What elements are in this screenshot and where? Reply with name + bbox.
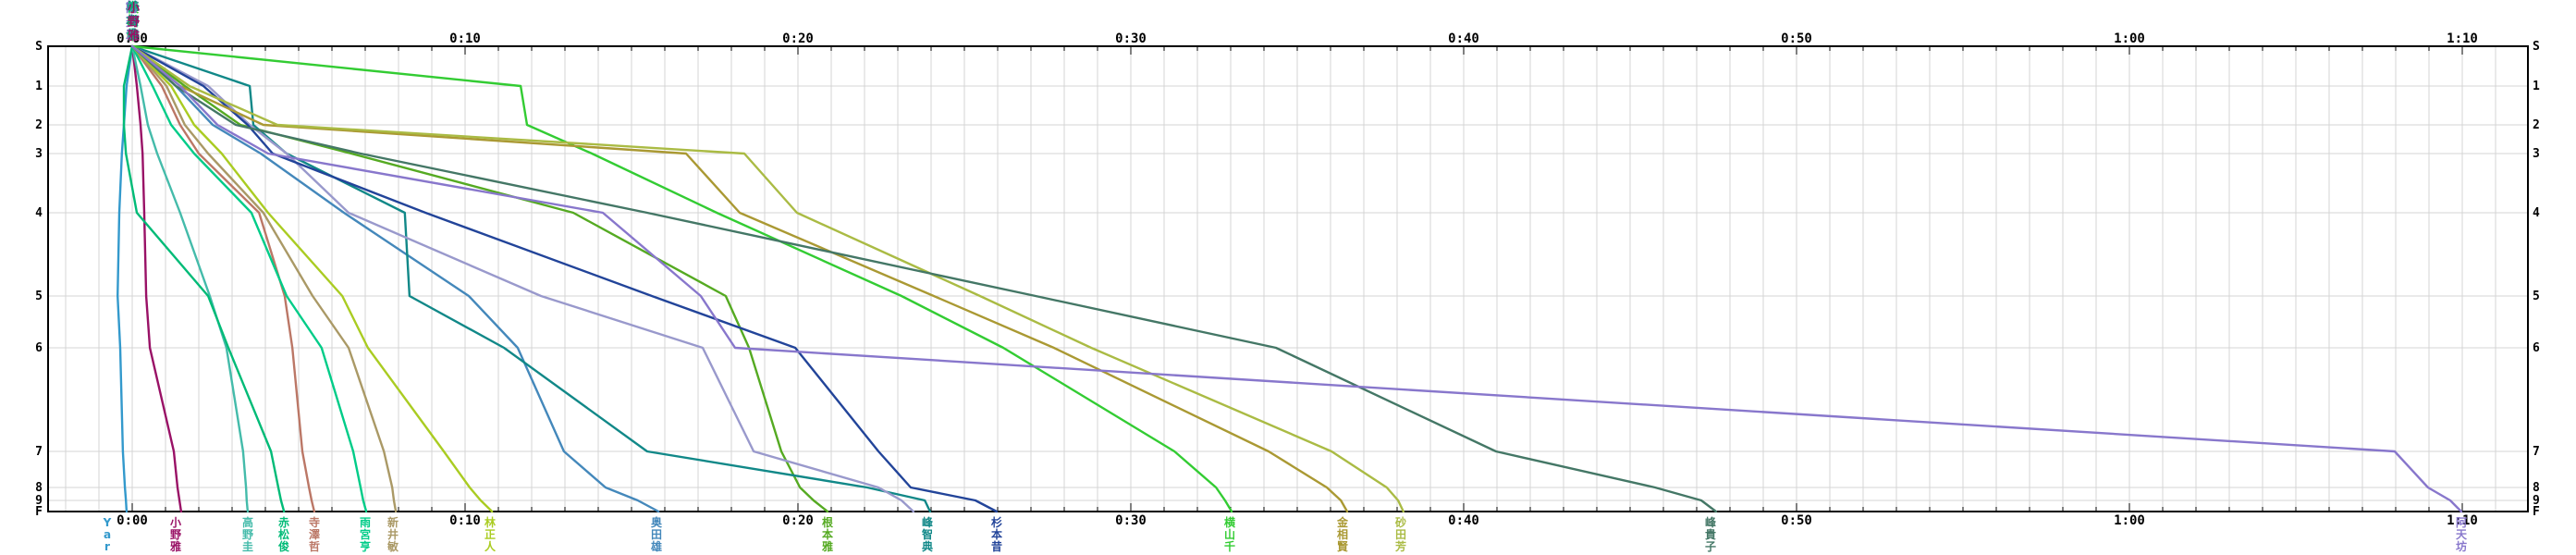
- start-overlap-name: 杉本昔: [125, 1, 138, 43]
- x-axis-label-bottom: 0:30: [1115, 513, 1147, 528]
- series-line-杉本昔: [130, 44, 999, 513]
- series-line-砂田芳: [130, 44, 1405, 513]
- control-label-right: 2: [2533, 118, 2540, 132]
- x-axis-label-top: 0:20: [782, 31, 814, 46]
- x-axis-label-bottom: 0:50: [1781, 513, 1812, 528]
- control-label-left: 8: [35, 481, 43, 495]
- start-overlap-name: 赤松俊: [126, 1, 139, 43]
- start-overlap-name: 横山千: [126, 2, 139, 43]
- control-label-left: 9: [35, 494, 43, 508]
- control-label-right: 5: [2533, 290, 2540, 303]
- control-label-left: 3: [35, 147, 43, 161]
- start-overlap-name: 阿天坊: [125, 2, 138, 43]
- series-line-金相賢: [130, 44, 1349, 513]
- control-label-right: 1: [2533, 80, 2540, 93]
- control-label-right: 7: [2533, 445, 2540, 459]
- runner-label-林正人: 林正人: [484, 516, 496, 553]
- control-label-left: 1: [35, 80, 43, 93]
- runner-label-寺澤哲: 寺澤哲: [308, 516, 320, 553]
- control-label-right: 3: [2533, 147, 2540, 161]
- series-line-峰智典: [130, 44, 932, 513]
- series-line-小野雅: [130, 44, 183, 513]
- control-label-right: S: [2533, 40, 2540, 54]
- control-label-left: 6: [35, 341, 43, 355]
- control-label-left: 4: [35, 206, 43, 220]
- x-axis-label-bottom: 1:00: [2114, 513, 2145, 528]
- runner-label-高野圭: 高野圭: [241, 516, 253, 553]
- series-line-高野圭: [130, 44, 250, 513]
- x-axis-label-bottom: 0:10: [449, 513, 481, 528]
- x-axis-label-top: 0:30: [1115, 31, 1147, 46]
- control-label-left: 5: [35, 290, 43, 303]
- series-line-寺澤哲: [130, 44, 316, 513]
- control-label-left: F: [35, 505, 43, 519]
- x-axis-label-bottom: 0:40: [1448, 513, 1479, 528]
- runner-label-杉本昔: 杉本昔: [990, 516, 1002, 553]
- runner-label-赤松俊: 赤松俊: [277, 516, 289, 553]
- plot-border: [47, 45, 2529, 512]
- control-label-right: F: [2533, 505, 2540, 519]
- runner-label-新井敏: 新井敏: [386, 516, 399, 553]
- x-axis-label-bottom: 0:20: [782, 513, 814, 528]
- series-line-奥田雄: [130, 44, 660, 513]
- runner-label-金相賢: 金相賢: [1336, 516, 1348, 553]
- control-label-left: 2: [35, 118, 43, 132]
- series-line-雨宮亨: [130, 44, 368, 513]
- control-label-right: 6: [2533, 341, 2540, 355]
- runner-label-小野雅: 小野雅: [169, 516, 181, 553]
- start-overlap-name: 小野雅: [127, 2, 140, 43]
- series-line-新井敏: [130, 44, 398, 513]
- x-axis-label-bottom: 1:10: [2447, 513, 2478, 528]
- control-label-left: S: [35, 40, 43, 54]
- series-line-阿天坊: [130, 44, 2463, 513]
- x-axis-label-top: 0:00: [117, 31, 148, 46]
- series-line-峰貴子: [130, 44, 1718, 513]
- runner-label-峰貴子: 峰貴子: [1704, 516, 1716, 553]
- series-line-赤松俊: [122, 44, 286, 513]
- series-line-根本雅: [130, 44, 829, 513]
- control-label-right: 4: [2533, 206, 2540, 220]
- runner-label-峰智典: 峰智典: [921, 516, 933, 553]
- series-line-unlabeled-11: [130, 44, 915, 513]
- runner-label-根本雅: 根本雅: [821, 516, 833, 553]
- x-axis-label-top: 1:10: [2447, 31, 2478, 46]
- runner-label-阿天坊: 阿天坊: [2455, 516, 2467, 553]
- x-axis-label-top: 1:00: [2114, 31, 2145, 46]
- x-axis-label-top: 0:40: [1448, 31, 1479, 46]
- runner-label-雨宮亨: 雨宮亨: [359, 516, 371, 553]
- start-overlap-name: 峰智典: [127, 1, 140, 43]
- series-line-林正人: [130, 44, 494, 513]
- control-label-right: 9: [2533, 494, 2540, 508]
- x-axis-label-bottom: 0:00: [117, 513, 148, 528]
- x-axis-label-top: 0:50: [1781, 31, 1812, 46]
- control-label-left: 7: [35, 445, 43, 459]
- control-label-right: 8: [2533, 481, 2540, 495]
- runner-label-横山千: 横山千: [1223, 516, 1235, 553]
- runner-label-砂田芳: 砂田芳: [1394, 516, 1406, 553]
- series-line-横山千: [130, 44, 1233, 513]
- x-axis-label-top: 0:10: [449, 31, 481, 46]
- runner-label-奥田雄: 奥田雄: [650, 516, 662, 553]
